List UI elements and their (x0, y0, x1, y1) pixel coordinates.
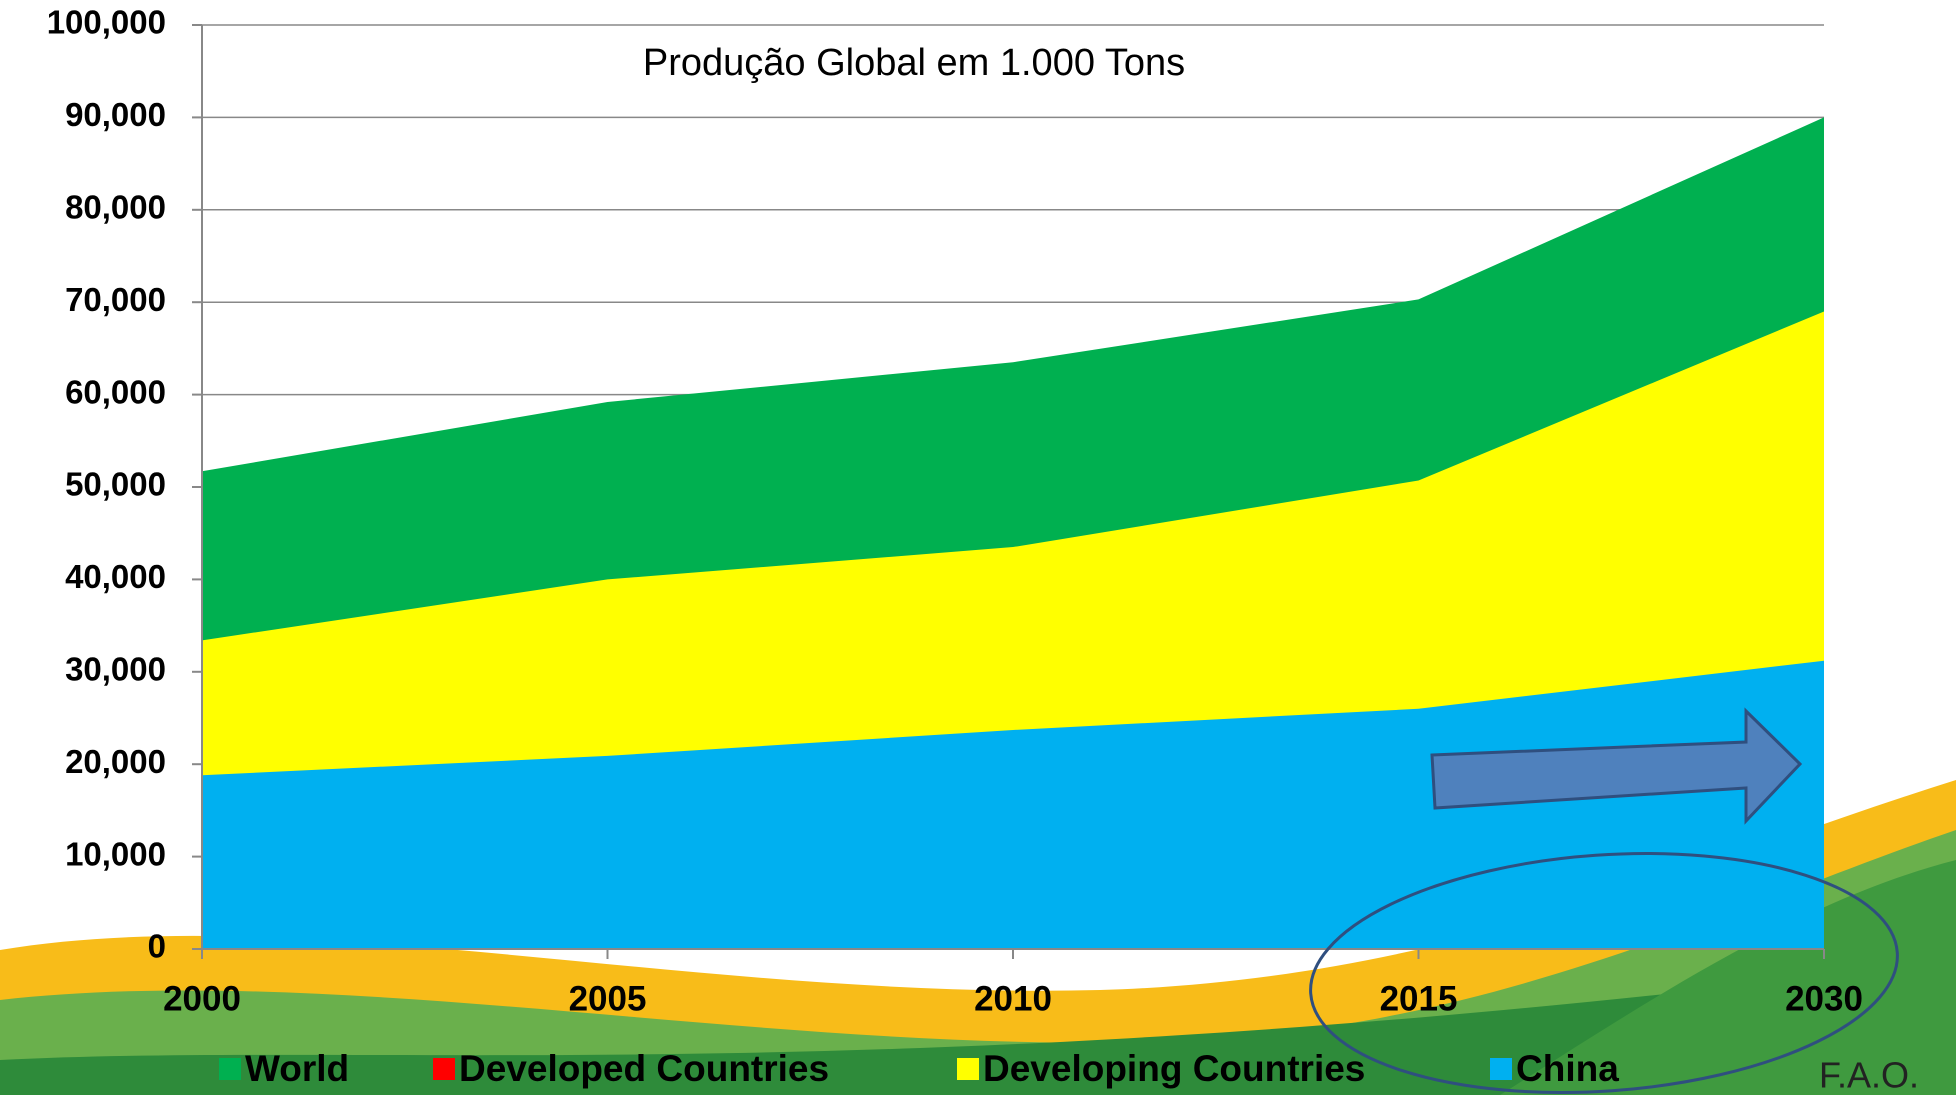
source-note: F.A.O. (1819, 1055, 1919, 1095)
x-tick-label: 2000 (163, 979, 241, 1018)
y-tick-label: 0 (148, 928, 166, 965)
y-tick-label: 30,000 (65, 651, 166, 688)
y-tick-label: 60,000 (65, 373, 166, 410)
y-tick-label: 90,000 (65, 96, 166, 133)
y-tick-label: 80,000 (65, 189, 166, 226)
y-tick-label: 20,000 (65, 743, 166, 780)
legend-swatch (219, 1058, 241, 1080)
legend-label: China (1516, 1048, 1619, 1089)
background-swoosh (0, 780, 1956, 1095)
plot-area: 0 10,000 20,000 30,000 40,000 50,000 60,000 70,… (47, 4, 1863, 1019)
legend-label: Developed Countries (459, 1048, 829, 1089)
x-tick-label: 2015 (1380, 979, 1458, 1018)
legend-label: Developing Countries (983, 1048, 1365, 1089)
arrow (1430, 707, 1803, 825)
x-tick-label: 2030 (1785, 979, 1863, 1018)
y-tick-label: 40,000 (65, 558, 166, 595)
highlight-ellipse (1309, 852, 1899, 1094)
y-tick-label: 70,000 (65, 281, 166, 318)
legend-label: World (245, 1048, 349, 1089)
y-tick-label: 10,000 (65, 835, 166, 872)
y-tick-label: 50,000 (65, 466, 166, 503)
chart-title: Produção Global em 1.000 Tons (643, 42, 1185, 84)
legend-swatch (1490, 1058, 1512, 1080)
x-tick-label: 2005 (569, 979, 647, 1018)
legend-swatch (433, 1058, 455, 1080)
legend-swatch (957, 1058, 979, 1080)
x-tick-label: 2010 (974, 979, 1052, 1018)
area (202, 660, 1824, 949)
y-tick-label: 100,000 (47, 4, 166, 41)
